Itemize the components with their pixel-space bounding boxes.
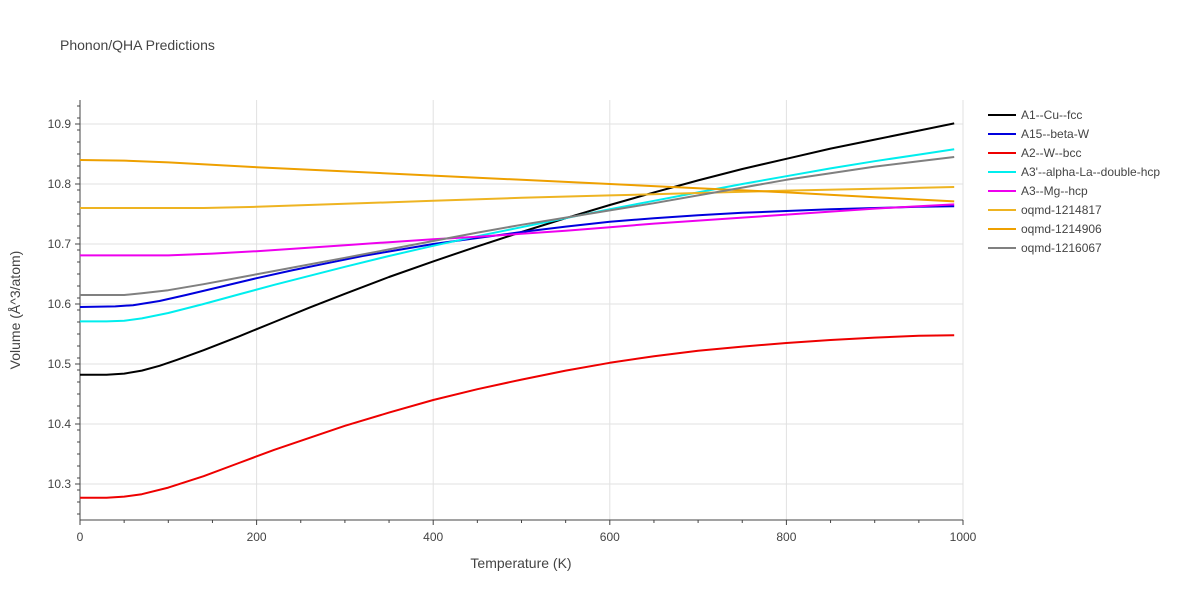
legend-label: A15--beta-W [1021,127,1090,141]
y-tick-label: 10.4 [48,417,72,431]
y-tick-label: 10.5 [48,357,72,371]
x-tick-label: 1000 [950,530,977,544]
legend-label: A1--Cu--fcc [1021,108,1082,122]
legend-label: oqmd-1214817 [1021,203,1102,217]
y-tick-label: 10.9 [48,117,72,131]
legend-label: A3'--alpha-La--double-hcp [1021,165,1160,179]
legend-label: oqmd-1214906 [1021,222,1102,236]
x-tick-label: 200 [247,530,267,544]
series-line-oqmd-1214817 [80,186,955,209]
x-axis-title: Temperature (K) [470,555,571,571]
y-tick-label: 10.6 [48,297,72,311]
y-tick-label: 10.3 [48,477,72,491]
series-line-a3-mg-hcp [80,203,955,257]
x-tick-label: 0 [77,530,84,544]
legend: A1--Cu--fcc A15--beta-W A2--W--bcc A3'--alp… [988,108,1160,255]
legend-label: oqmd-1216067 [1021,241,1102,255]
x-tick-label: 600 [600,530,620,544]
x-tick-label: 800 [776,530,796,544]
legend-label: A3--Mg--hcp [1021,184,1088,198]
series-line-oqmd-1216067 [80,156,955,296]
y-tick-label: 10.7 [48,237,72,251]
y-axis-title: Volume (Å^3/atom) [7,251,23,370]
series-line-oqmd-1214906 [79,159,955,203]
axes: 0 200 400 600 800 1000 10.3 10.4 10.5 10.6 10.7 10.… [48,100,977,544]
grid [79,100,964,520]
chart-title: Phonon/QHA Predictions [60,37,215,53]
x-tick-label: 400 [423,530,443,544]
series-line-a1-cu-fcc [80,122,955,376]
y-tick-label: 10.8 [48,177,72,191]
series-line-a3-alpha-la-double-hcp [80,148,955,323]
plot-area [79,122,955,499]
legend-label: A2--W--bcc [1021,146,1081,160]
series-line-a2-w-bcc [80,334,955,499]
